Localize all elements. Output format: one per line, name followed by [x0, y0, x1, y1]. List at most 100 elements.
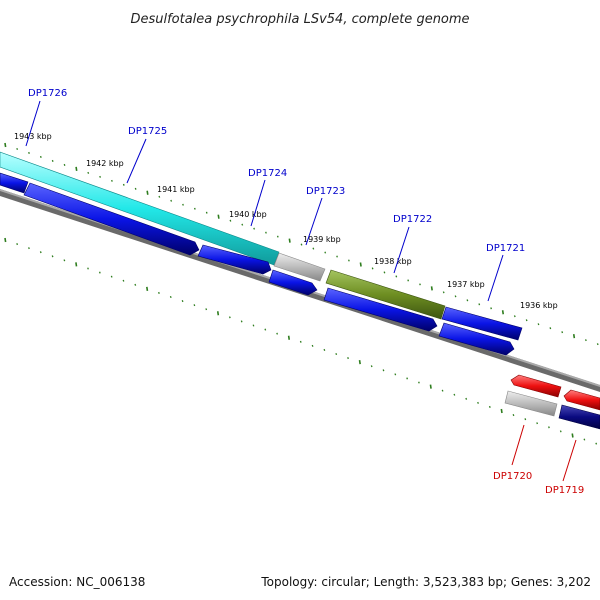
- minor-tick: [111, 179, 113, 182]
- minor-tick: [466, 299, 469, 302]
- minor-tick: [39, 155, 42, 158]
- minor-tick: [252, 324, 255, 327]
- minor-tick: [347, 259, 350, 262]
- scale-ticks: 1943 kbp 1942 kbp 1941 kbp 1940 kbp 1939…: [4, 132, 599, 445]
- gene-label-dp1721[interactable]: DP1721: [486, 243, 525, 254]
- gene-label-dp1725[interactable]: DP1725: [128, 126, 167, 137]
- gene-label-dp1719[interactable]: DP1719: [545, 485, 584, 496]
- leader-dp1721: [487, 254, 504, 302]
- minor-tick: [394, 373, 397, 376]
- minor-tick: [323, 348, 326, 351]
- minor-tick: [419, 283, 421, 286]
- major-tick: [146, 286, 149, 291]
- minor-tick: [170, 199, 173, 202]
- minor-tick: [406, 377, 409, 380]
- gene-labels: DP1726 DP1725 DP1724 DP1723 DP1722 DP172…: [28, 88, 584, 496]
- feature-navy[interactable]: [558, 404, 600, 430]
- minor-tick: [63, 259, 66, 262]
- major-tick: [501, 310, 505, 315]
- minor-tick: [264, 328, 267, 331]
- minor-tick: [240, 320, 243, 323]
- minor-tick: [110, 275, 113, 278]
- minor-tick: [595, 442, 598, 445]
- minor-tick: [347, 357, 349, 360]
- feature-gray-reverse[interactable]: [504, 390, 558, 417]
- minor-tick: [324, 251, 327, 254]
- cds-dp1719[interactable]: [563, 389, 600, 411]
- minor-tick: [134, 187, 137, 190]
- cds-dp1722[interactable]: [323, 287, 438, 332]
- leader-dp1720: [511, 424, 525, 466]
- minor-tick: [311, 344, 314, 347]
- tick-labels: 1943 kbp 1942 kbp 1941 kbp 1940 kbp 1939…: [14, 132, 558, 310]
- minor-tick: [478, 303, 481, 306]
- leader-dp1726: [25, 100, 41, 147]
- cds-dp1720[interactable]: [510, 374, 562, 398]
- minor-tick: [559, 430, 562, 433]
- major-tick: [571, 433, 574, 438]
- feature-gray[interactable]: [273, 252, 326, 282]
- gene-label-dp1722[interactable]: DP1722: [393, 214, 432, 225]
- minor-tick: [158, 291, 160, 294]
- minor-tick: [418, 381, 420, 384]
- minor-tick: [407, 279, 410, 282]
- major-tick: [75, 166, 78, 172]
- minor-tick: [441, 389, 444, 392]
- major-tick: [4, 142, 7, 148]
- minor-tick: [335, 352, 338, 356]
- minor-tick: [596, 343, 599, 346]
- minor-tick: [276, 332, 279, 335]
- gene-label-dp1723[interactable]: DP1723: [306, 186, 345, 197]
- major-tick: [359, 262, 362, 267]
- minor-tick: [205, 308, 208, 311]
- major-tick: [217, 214, 220, 219]
- minor-tick: [524, 418, 527, 421]
- minor-tick: [512, 414, 515, 417]
- minor-tick: [453, 393, 456, 396]
- minor-tick: [182, 203, 184, 206]
- minor-tick: [477, 401, 479, 404]
- leader-dp1724: [250, 179, 266, 227]
- minor-tick: [299, 340, 302, 343]
- minor-tick: [442, 291, 445, 294]
- minor-tick: [87, 267, 89, 270]
- minor-tick: [99, 175, 101, 178]
- minor-tick: [205, 211, 208, 214]
- feature-olive[interactable]: [325, 269, 446, 320]
- major-tick: [4, 237, 7, 243]
- minor-tick: [537, 323, 540, 326]
- feature-cyan[interactable]: [0, 151, 280, 266]
- major-tick: [430, 286, 433, 291]
- cds-dp1723[interactable]: [268, 269, 318, 296]
- minor-tick: [16, 147, 19, 151]
- minor-tick: [536, 422, 539, 425]
- tick-label: 1938 kbp: [374, 257, 412, 266]
- minor-tick: [193, 207, 196, 210]
- gene-label-dp1720[interactable]: DP1720: [493, 471, 532, 482]
- minor-tick: [122, 183, 125, 186]
- major-tick: [429, 384, 432, 389]
- major-tick: [216, 311, 220, 316]
- minor-tick: [87, 171, 90, 174]
- cds-dp1726[interactable]: [0, 172, 29, 194]
- minor-tick: [312, 247, 315, 250]
- minor-tick: [229, 219, 232, 222]
- minor-tick: [525, 319, 528, 322]
- major-tick: [146, 190, 149, 195]
- gene-label-dp1724[interactable]: DP1724: [248, 168, 287, 179]
- minor-tick: [371, 267, 374, 270]
- cds-dp1724[interactable]: [197, 244, 272, 275]
- minor-tick: [253, 227, 256, 230]
- tick-label: 1943 kbp: [14, 132, 52, 141]
- tick-label: 1942 kbp: [86, 159, 124, 168]
- minor-tick: [122, 279, 125, 282]
- cds-dp1721b[interactable]: [438, 322, 515, 356]
- minor-tick: [276, 235, 279, 238]
- minor-tick: [193, 304, 196, 307]
- accession-text: Accession: NC_006138: [9, 575, 145, 589]
- gene-label-dp1726[interactable]: DP1726: [28, 88, 67, 99]
- minor-tick: [158, 195, 161, 198]
- cds-dp1725[interactable]: [23, 182, 200, 256]
- inner-tick-dots: [4, 237, 598, 445]
- cds-dp1721[interactable]: [441, 306, 523, 341]
